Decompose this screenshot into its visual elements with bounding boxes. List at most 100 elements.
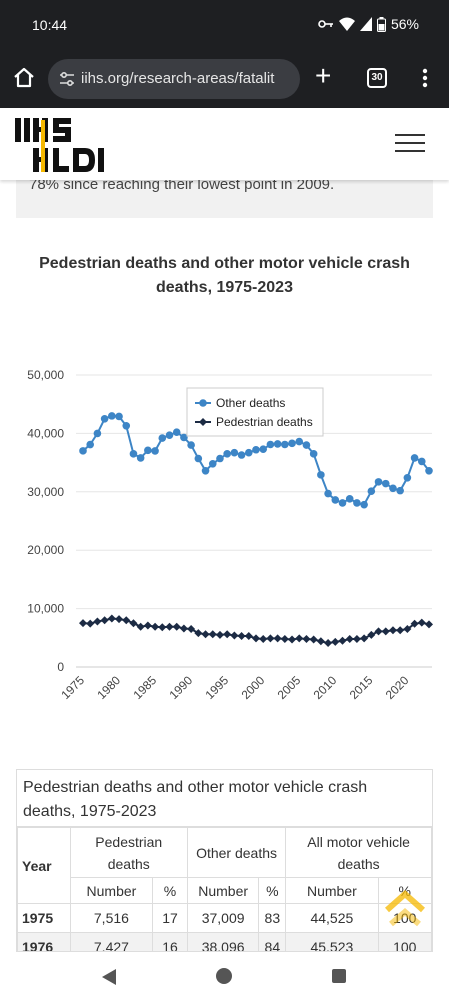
y-tick-label: 10,000 [27,602,64,616]
y-tick-label: 30,000 [27,485,64,499]
home-icon[interactable] [12,66,36,90]
cell-value: 84 [258,932,287,951]
data-table: Pedestrian deaths and other motor vehicl… [16,769,433,952]
data-point [129,450,138,458]
data-point [396,486,404,495]
table-row: 1975 7,516 17 37,009 83 44,525 100 [17,903,432,933]
data-point [410,619,419,628]
back-icon[interactable] [100,968,118,986]
data-point [302,441,311,449]
header-text: deaths [107,855,150,872]
data-point [100,616,109,625]
site-header [0,108,449,180]
data-point [179,624,188,633]
site-settings-icon[interactable] [58,70,76,88]
data-point [108,412,116,420]
data-point [230,631,239,640]
cell-value: 45,523 [285,932,379,951]
cell-value: 83 [258,903,287,933]
data-point [122,422,131,430]
data-point [208,630,217,639]
data-point [216,454,224,463]
data-point [338,499,347,507]
data-point [324,639,333,648]
data-point [223,630,232,639]
data-point [266,634,275,643]
header-text: All motor vehicle [307,833,410,850]
data-point [360,500,368,509]
data-point [302,634,311,643]
more-options-icon[interactable] [418,66,432,90]
home-nav-icon[interactable] [215,967,233,985]
legend-label: Pedestrian deaths [216,415,313,429]
data-point [410,454,419,462]
battery-percent: 56% [390,16,419,32]
menu-line [395,142,425,144]
data-point [331,637,340,646]
x-tick-label: 1990 [166,673,195,702]
data-point [309,450,318,458]
x-tick-label: 1995 [203,673,232,702]
cell-value: 37,009 [186,903,260,933]
data-point [208,459,217,468]
data-point [280,634,289,643]
subheader-number: Number [69,877,154,904]
system-nav-bar [0,952,449,1000]
menu-button[interactable] [395,134,427,154]
data-point [266,440,275,449]
recents-icon[interactable] [331,968,347,984]
table-caption: Pedestrian deaths and other motor vehicl… [17,770,432,827]
data-point [295,437,304,446]
data-point [136,622,145,631]
data-point [86,440,95,449]
data-point [396,626,405,635]
data-point [223,450,231,458]
cell-value: 16 [152,932,188,951]
data-point [353,499,361,507]
cell-value: 7,516 [69,903,154,933]
legend-box [186,387,324,437]
data-point [122,616,131,625]
data-point [151,622,160,631]
data-point [201,466,210,475]
legend-marker [199,418,207,426]
data-point [187,441,195,449]
scroll-to-top-icon[interactable] [383,888,427,928]
data-point [172,622,181,631]
data-point [215,630,224,639]
data-point [338,636,347,645]
x-tick-label: 2000 [239,673,268,702]
data-point [79,619,87,628]
data-point [144,446,152,455]
data-point [115,615,124,624]
data-point [194,454,203,463]
data-point [367,630,376,639]
data-point [230,448,239,457]
intro-text: 78% since reaching their lowest point in… [29,176,335,193]
address-bar[interactable]: iihs.org/research-areas/fatalit [48,59,300,99]
data-point [425,620,433,629]
data-point [93,617,102,626]
iihs-hldi-logo[interactable] [15,114,105,174]
data-point [389,484,397,493]
data-point [237,451,246,459]
tab-switcher-button[interactable]: 30 [367,68,387,88]
y-tick-label: 40,000 [27,426,64,440]
data-point [403,473,412,482]
wifi-icon [338,17,355,31]
data-point [259,445,268,453]
cell-value: 7,427 [69,932,154,951]
data-point [86,619,95,628]
y-tick-label: 20,000 [27,543,64,557]
header-pedestrian: Pedestrian deaths [69,827,188,878]
header-year: Year [17,827,71,904]
chart-title: Pedestrian deaths and other motor vehicl… [30,252,419,300]
cell-value: 44,525 [285,903,379,933]
table-caption-line: deaths, 1975-2023 [23,803,157,820]
data-point [360,634,369,643]
new-tab-icon[interactable]: + [315,60,332,91]
data-point [136,454,145,462]
data-point [165,622,174,631]
data-point [151,447,159,455]
